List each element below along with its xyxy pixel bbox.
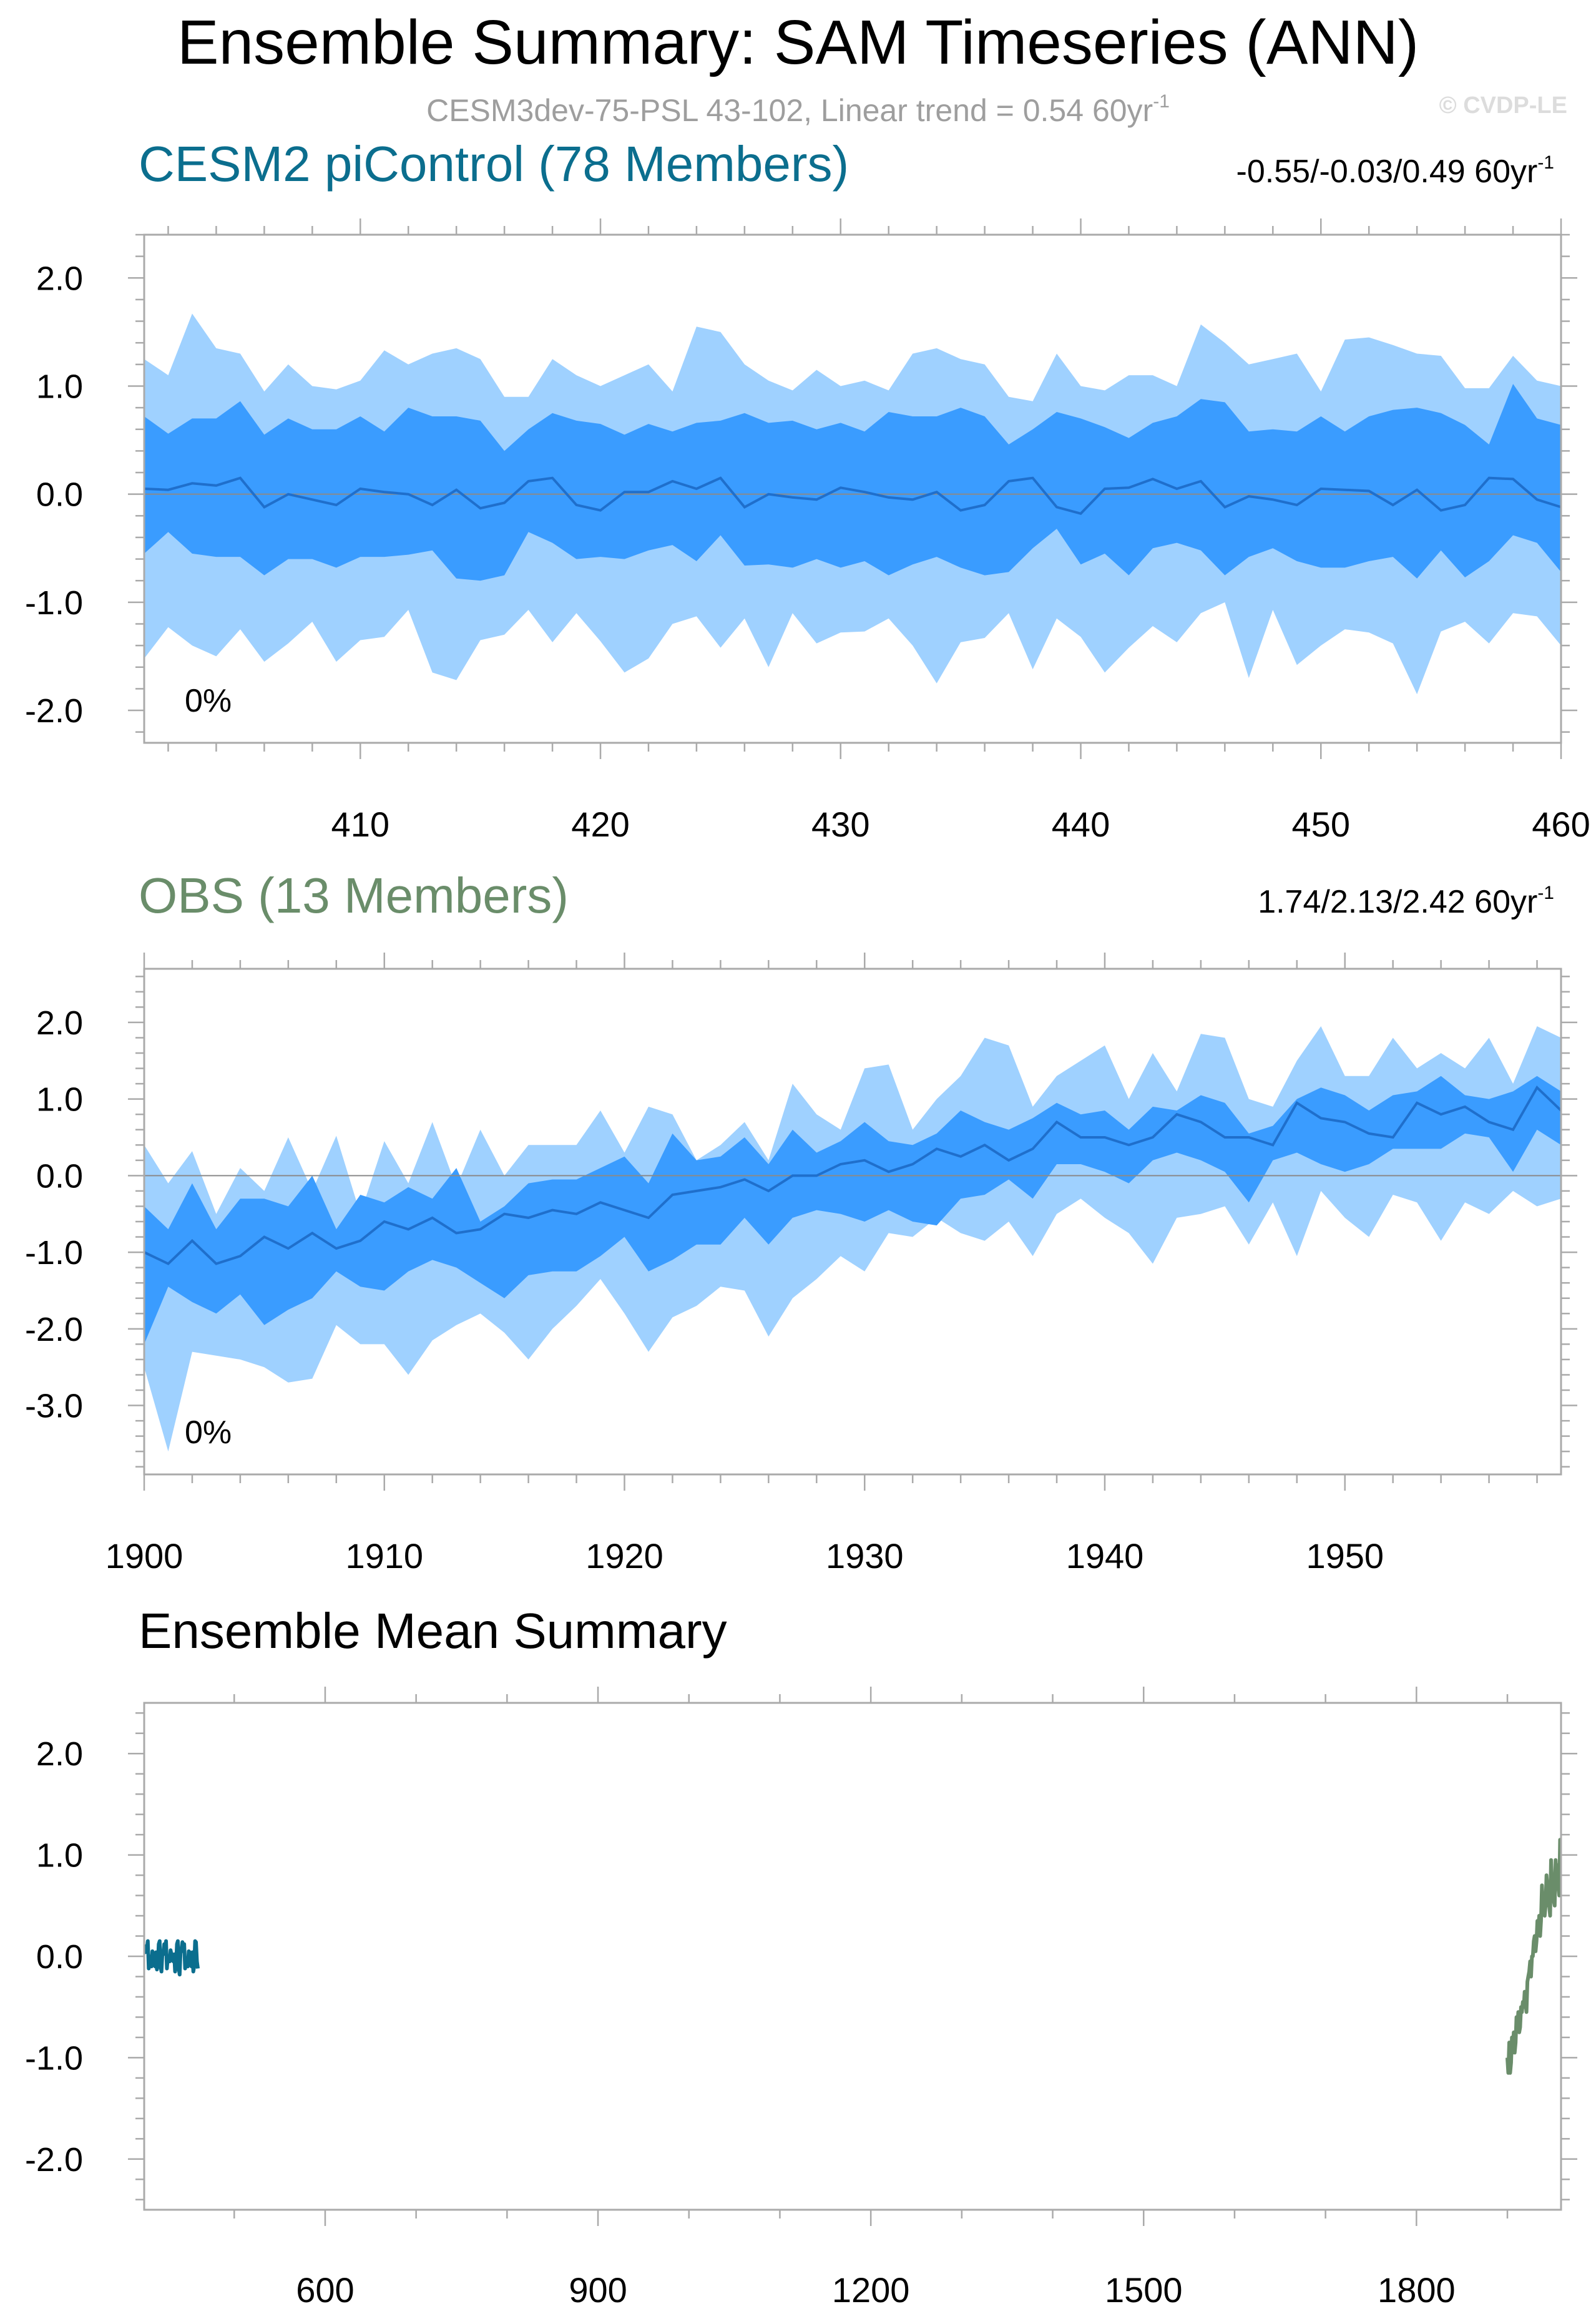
band-30-70	[144, 384, 1561, 581]
x-tick-label: 460	[1532, 805, 1590, 844]
trend-text: -0.55/-0.03/0.49 60yr	[1236, 154, 1538, 190]
panel-3: Ensemble Mean Summary -2.0 -1.0 0.0 1.0 2.0 60…	[25, 1603, 1577, 2310]
ensemble-mean-line	[144, 476, 1561, 516]
series-line-1	[144, 1939, 200, 1977]
y-tick-label: 1.0	[36, 368, 83, 405]
x-tick-label: 1800	[1378, 2270, 1456, 2310]
x-tick-label: 420	[571, 805, 629, 844]
panel-title: CESM2 piControl (78 Members)	[139, 136, 849, 192]
y-tick-label: -1.0	[25, 2039, 83, 2077]
trend-sup: -1	[1537, 883, 1554, 903]
x-tick-label: 440	[1052, 805, 1110, 844]
x-tick-label: 600	[296, 2270, 354, 2310]
y-tick-label: 0.0	[36, 476, 83, 514]
y-tick-label: -1.0	[25, 584, 83, 622]
y-tick-label: 1.0	[36, 1837, 83, 1875]
trend-label: 1.74/2.13/2.42 60yr-1	[1258, 883, 1554, 920]
x-tick-label: 1200	[832, 2270, 910, 2310]
subtitle-text: CESM3dev-75-PSL 43-102, Linear trend = 0…	[426, 93, 1153, 128]
series-line-2	[1505, 1838, 1561, 2075]
x-tick-label: 1930	[826, 1536, 904, 1576]
y-tick-label: -2.0	[25, 692, 83, 730]
x-tick-label: 1900	[105, 1536, 184, 1576]
plot-frame	[143, 233, 1562, 744]
x-tick-label: 1910	[345, 1536, 423, 1576]
panel-1: CESM2 piControl (78 Members) -0.55/-0.03/…	[25, 136, 1590, 844]
subtitle-sup: -1	[1153, 91, 1170, 112]
plot-area	[144, 313, 1561, 695]
x-tick-label: 1500	[1105, 2270, 1183, 2310]
trend-sup: -1	[1537, 152, 1554, 173]
panel-title: Ensemble Mean Summary	[139, 1603, 727, 1659]
trend-label: -0.55/-0.03/0.49 60yr-1	[1236, 152, 1554, 190]
plot-area	[144, 1026, 1561, 1452]
x-tick-label: 1950	[1306, 1536, 1384, 1576]
plot-frame	[143, 1702, 1562, 2211]
x-tick-label: 1920	[585, 1536, 663, 1576]
percent-label: 0%	[185, 1414, 232, 1451]
y-tick-label: -2.0	[25, 1311, 83, 1348]
x-tick-label: 450	[1292, 805, 1350, 844]
trend-text: 1.74/2.13/2.42 60yr	[1258, 884, 1537, 920]
y-tick-label: 2.0	[36, 1735, 83, 1773]
figure-subtitle: CESM3dev-75-PSL 43-102, Linear trend = 0…	[0, 92, 1596, 128]
y-tick-label: -1.0	[25, 1234, 83, 1272]
plot-area	[144, 1838, 1561, 2075]
x-tick-label: 410	[331, 805, 389, 844]
percent-label: 0%	[185, 683, 232, 719]
y-tick-label: -3.0	[25, 1388, 83, 1425]
copyright-watermark: © CVDP-LE	[1439, 92, 1567, 119]
figure-title: Ensemble Summary: SAM Timeseries (ANN)	[177, 7, 1419, 77]
x-tick-label: 1940	[1066, 1536, 1144, 1576]
y-tick-label: 2.0	[36, 1004, 83, 1042]
y-tick-label: 0.0	[36, 1938, 83, 1976]
panel-2: OBS (13 Members) 1.74/2.13/2.42 60yr-1 0% -…	[25, 868, 1577, 1576]
y-tick-label: -2.0	[25, 2141, 83, 2179]
y-tick-label: 1.0	[36, 1081, 83, 1119]
y-tick-label: 2.0	[36, 260, 83, 297]
band-30-70	[144, 1076, 1561, 1345]
x-tick-label: 900	[569, 2270, 627, 2310]
y-tick-label: 0.0	[36, 1157, 83, 1195]
x-tick-label: 430	[811, 805, 869, 844]
ensemble-mean-line	[144, 1085, 1561, 1265]
panel-title: OBS (13 Members)	[139, 868, 569, 923]
